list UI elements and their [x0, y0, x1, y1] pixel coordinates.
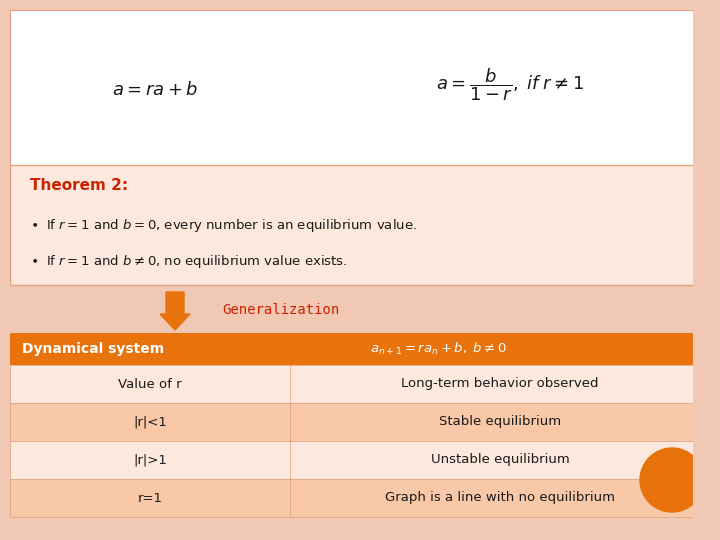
- Text: Long-term behavior observed: Long-term behavior observed: [401, 377, 599, 390]
- Bar: [10, 333, 710, 365]
- Text: $\bullet\;$ If $r = 1$ and $b \neq 0$, no equilibrium value exists.: $\bullet\;$ If $r = 1$ and $b \neq 0$, n…: [30, 253, 348, 271]
- Circle shape: [640, 448, 704, 512]
- Text: Unstable equilibrium: Unstable equilibrium: [431, 454, 570, 467]
- Text: r=1: r=1: [138, 491, 163, 504]
- Bar: [10, 479, 710, 517]
- Bar: [10, 365, 710, 403]
- Bar: [10, 165, 710, 285]
- Text: $a = \dfrac{b}{1-r},\; if\; r \neq 1$: $a = \dfrac{b}{1-r},\; if\; r \neq 1$: [436, 66, 584, 103]
- Bar: [0, 0, 720, 10]
- Bar: [0, 530, 720, 540]
- Text: Stable equilibrium: Stable equilibrium: [439, 415, 561, 429]
- Text: |r|>1: |r|>1: [133, 454, 167, 467]
- Bar: [0, 0, 10, 540]
- Text: Generalization: Generalization: [222, 303, 339, 317]
- Text: Value of r: Value of r: [118, 377, 182, 390]
- Bar: [10, 10, 710, 170]
- Bar: [10, 441, 710, 479]
- Bar: [693, 0, 720, 540]
- Text: Graph is a line with no equilibrium: Graph is a line with no equilibrium: [385, 491, 615, 504]
- Text: $a_{n+1} = ra_n + b,\; b \neq 0$: $a_{n+1} = ra_n + b,\; b \neq 0$: [370, 341, 507, 357]
- Text: $\bullet\;$ If $r = 1$ and $b = 0$, every number is an equilibrium value.: $\bullet\;$ If $r = 1$ and $b = 0$, ever…: [30, 217, 417, 233]
- Text: Theorem 2:: Theorem 2:: [30, 178, 128, 192]
- Text: $a = ra + b$: $a = ra + b$: [112, 81, 198, 99]
- FancyArrow shape: [160, 292, 190, 330]
- Bar: [10, 403, 710, 441]
- Text: |r|<1: |r|<1: [133, 415, 167, 429]
- Text: Dynamical system: Dynamical system: [22, 342, 164, 356]
